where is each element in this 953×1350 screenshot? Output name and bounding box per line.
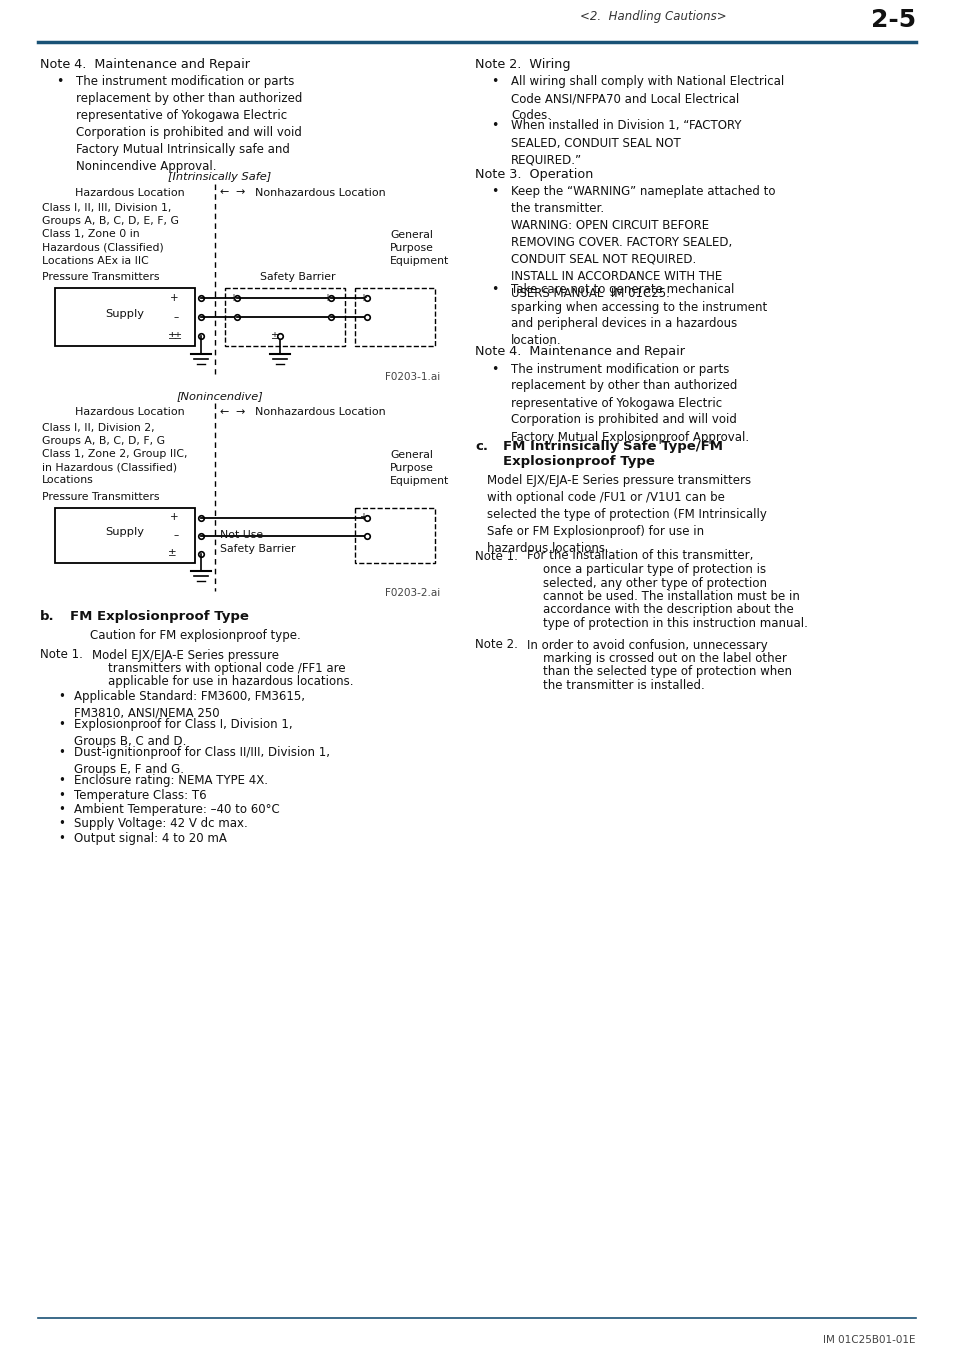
Text: When installed in Division 1, “FACTORY
SEALED, CONDUIT SEAL NOT
REQUIRED.”: When installed in Division 1, “FACTORY S… bbox=[511, 120, 740, 166]
Text: •: • bbox=[58, 818, 65, 830]
Text: Applicable Standard: FM3600, FM3615,
FM3810, ANSI/NEMA 250: Applicable Standard: FM3600, FM3615, FM3… bbox=[74, 690, 305, 720]
Text: FM Explosionproof Type: FM Explosionproof Type bbox=[70, 610, 249, 622]
Text: FM Intrinsically Safe Type/FM: FM Intrinsically Safe Type/FM bbox=[502, 440, 722, 454]
Text: accordance with the description about the: accordance with the description about th… bbox=[542, 603, 793, 617]
Text: Model EJX/EJA-E Series pressure transmitters
with optional code /FU1 or /V1U1 ca: Model EJX/EJA-E Series pressure transmit… bbox=[486, 474, 766, 555]
Text: Ambient Temperature: –40 to 60°C: Ambient Temperature: –40 to 60°C bbox=[74, 803, 279, 815]
Text: +: + bbox=[358, 513, 367, 522]
Text: –: – bbox=[173, 531, 179, 540]
Text: Supply Voltage: 42 V dc max.: Supply Voltage: 42 V dc max. bbox=[74, 818, 248, 830]
Text: ←: ← bbox=[220, 406, 229, 417]
Text: Take care not to generate mechanical
sparking when accessing to the instrument
a: Take care not to generate mechanical spa… bbox=[511, 284, 766, 347]
Text: ±: ± bbox=[270, 331, 277, 342]
Text: +: + bbox=[323, 293, 331, 302]
Text: Hazardous Location: Hazardous Location bbox=[75, 188, 185, 197]
Text: •: • bbox=[58, 803, 65, 815]
Text: Explosionproof for Class I, Division 1,
Groups B, C and D.: Explosionproof for Class I, Division 1, … bbox=[74, 718, 293, 748]
Text: The instrument modification or parts
replacement by other than authorized
repres: The instrument modification or parts rep… bbox=[76, 76, 302, 173]
Text: –: – bbox=[358, 312, 363, 323]
Text: •: • bbox=[58, 832, 65, 845]
Text: Note 1.: Note 1. bbox=[40, 648, 83, 662]
Text: •: • bbox=[58, 747, 65, 759]
Text: once a particular type of protection is: once a particular type of protection is bbox=[542, 563, 765, 576]
Text: Note 2.: Note 2. bbox=[475, 639, 517, 652]
Text: +: + bbox=[171, 293, 179, 302]
Text: ±: ± bbox=[168, 548, 177, 559]
Text: Temperature Class: T6: Temperature Class: T6 bbox=[74, 788, 207, 802]
Text: –: – bbox=[323, 312, 328, 323]
Text: Note 3.  Operation: Note 3. Operation bbox=[475, 167, 593, 181]
Text: Note 1.: Note 1. bbox=[475, 549, 517, 563]
Text: Model EJX/EJA-E Series pressure: Model EJX/EJA-E Series pressure bbox=[91, 648, 278, 662]
Text: All wiring shall comply with National Electrical
Code ANSI/NFPA70 and Local Elec: All wiring shall comply with National El… bbox=[511, 76, 783, 122]
Text: +: + bbox=[171, 513, 179, 522]
Text: •: • bbox=[491, 284, 497, 297]
Text: type of protection in this instruction manual.: type of protection in this instruction m… bbox=[542, 617, 807, 630]
Text: ←: ← bbox=[220, 188, 229, 197]
Text: •: • bbox=[491, 76, 497, 88]
Text: Not Use
Safety Barrier: Not Use Safety Barrier bbox=[220, 531, 295, 554]
Text: ±: ± bbox=[168, 331, 177, 342]
Text: •: • bbox=[491, 363, 497, 375]
Text: •: • bbox=[58, 774, 65, 787]
Text: →: → bbox=[234, 406, 244, 417]
Text: IM 01C25B01-01E: IM 01C25B01-01E bbox=[822, 1335, 915, 1345]
Text: [Nonincendive]: [Nonincendive] bbox=[176, 392, 263, 401]
Text: +: + bbox=[358, 293, 367, 302]
Text: <2.  Handling Cautions>: <2. Handling Cautions> bbox=[579, 9, 726, 23]
Text: •: • bbox=[491, 120, 497, 132]
Text: For the installation of this transmitter,: For the installation of this transmitter… bbox=[526, 549, 753, 563]
Text: Keep the “WARNING” nameplate attached to
the transmitter.
WARNING: OPEN CIRCUIT : Keep the “WARNING” nameplate attached to… bbox=[511, 185, 775, 300]
Text: marking is crossed out on the label other: marking is crossed out on the label othe… bbox=[542, 652, 786, 666]
Text: Note 2.  Wiring: Note 2. Wiring bbox=[475, 58, 570, 72]
Text: Class I, II, Division 2,
Groups A, B, C, D, F, G
Class 1, Zone 2, Group IIC,
in : Class I, II, Division 2, Groups A, B, C,… bbox=[42, 423, 188, 485]
Text: c.: c. bbox=[475, 440, 488, 454]
Text: In order to avoid confusion, unnecessary: In order to avoid confusion, unnecessary bbox=[526, 639, 767, 652]
Text: [Intrinsically Safe]: [Intrinsically Safe] bbox=[168, 171, 272, 182]
Text: –: – bbox=[229, 312, 233, 323]
Text: Pressure Transmitters: Pressure Transmitters bbox=[42, 491, 159, 502]
Text: Output signal: 4 to 20 mA: Output signal: 4 to 20 mA bbox=[74, 832, 227, 845]
Text: Pressure Transmitters: Pressure Transmitters bbox=[42, 273, 159, 282]
Text: •: • bbox=[58, 690, 65, 703]
Text: General
Purpose
Equipment: General Purpose Equipment bbox=[390, 450, 449, 486]
Text: Note 4.  Maintenance and Repair: Note 4. Maintenance and Repair bbox=[475, 346, 684, 359]
Text: –: – bbox=[358, 531, 363, 540]
Text: Explosionproof Type: Explosionproof Type bbox=[502, 455, 654, 468]
Bar bbox=[55, 288, 194, 346]
Text: •: • bbox=[491, 185, 497, 198]
Text: •: • bbox=[56, 76, 63, 88]
Text: Caution for FM explosionproof type.: Caution for FM explosionproof type. bbox=[90, 629, 300, 643]
Text: the transmitter is installed.: the transmitter is installed. bbox=[542, 679, 704, 693]
Text: Dust-ignitionproof for Class II/III, Division 1,
Groups E, F and G.: Dust-ignitionproof for Class II/III, Div… bbox=[74, 747, 330, 776]
Text: Hazardous Location: Hazardous Location bbox=[75, 406, 185, 417]
Text: ±: ± bbox=[172, 331, 181, 342]
Text: F0203-2.ai: F0203-2.ai bbox=[384, 589, 439, 598]
Text: applicable for use in hazardous locations.: applicable for use in hazardous location… bbox=[108, 675, 354, 688]
Text: transmitters with optional code /FF1 are: transmitters with optional code /FF1 are bbox=[108, 662, 345, 675]
Text: Note 4.  Maintenance and Repair: Note 4. Maintenance and Repair bbox=[40, 58, 250, 72]
Text: Class I, II, III, Division 1,
Groups A, B, C, D, E, F, G
Class 1, Zone 0 in
Haza: Class I, II, III, Division 1, Groups A, … bbox=[42, 202, 179, 266]
Text: selected, any other type of protection: selected, any other type of protection bbox=[542, 576, 766, 590]
Text: Safety Barrier: Safety Barrier bbox=[260, 273, 335, 282]
Text: +: + bbox=[229, 293, 236, 302]
Text: The instrument modification or parts
replacement by other than authorized
repres: The instrument modification or parts rep… bbox=[511, 363, 748, 444]
Text: →: → bbox=[234, 188, 244, 197]
Text: Supply: Supply bbox=[106, 309, 144, 319]
Text: 2-5: 2-5 bbox=[870, 8, 915, 32]
Text: General
Purpose
Equipment: General Purpose Equipment bbox=[390, 230, 449, 266]
Text: Nonhazardous Location: Nonhazardous Location bbox=[254, 188, 385, 197]
Text: Nonhazardous Location: Nonhazardous Location bbox=[254, 406, 385, 417]
Text: –: – bbox=[173, 312, 179, 323]
Text: F0203-1.ai: F0203-1.ai bbox=[384, 373, 439, 382]
Bar bbox=[55, 508, 194, 563]
Text: than the selected type of protection when: than the selected type of protection whe… bbox=[542, 666, 791, 679]
Text: cannot be used. The installation must be in: cannot be used. The installation must be… bbox=[542, 590, 799, 603]
Text: •: • bbox=[58, 718, 65, 730]
Text: •: • bbox=[58, 788, 65, 802]
Text: Enclosure rating: NEMA TYPE 4X.: Enclosure rating: NEMA TYPE 4X. bbox=[74, 774, 268, 787]
Text: Supply: Supply bbox=[106, 526, 144, 537]
Text: b.: b. bbox=[40, 610, 54, 622]
